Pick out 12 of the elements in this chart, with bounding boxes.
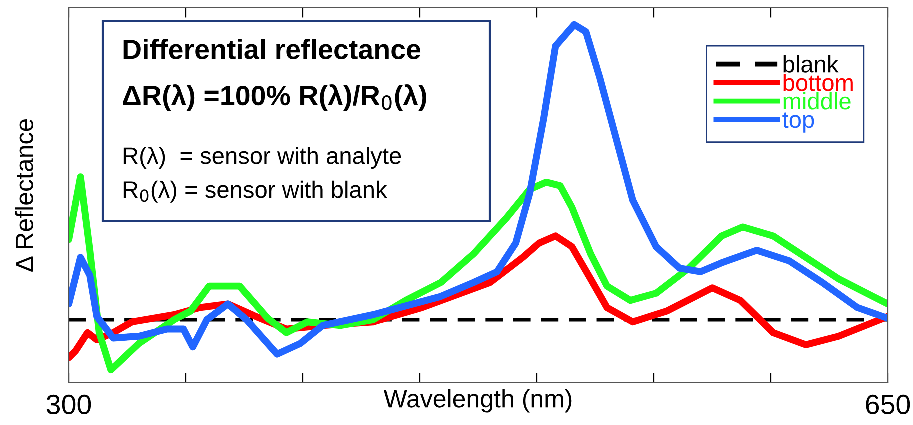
- annotation: ΔR(λ) =100% R(λ)/R$_{0}$(λ): [123, 84, 426, 112]
- x-tick-label: 650: [866, 394, 910, 415]
- x-axis-title: Wavelength (nm): [384, 389, 572, 413]
- annotation: R(λ) = sensor with analyte: [124, 146, 402, 170]
- x-tick-label: 300: [46, 394, 92, 415]
- annotation: R$_{0}$(λ) = sensor with blank: [124, 180, 388, 203]
- annotation: Differential reflectance: [124, 39, 421, 60]
- legend-label: top: [782, 112, 814, 133]
- legend-label: bottom: [784, 74, 853, 92]
- legend-label: middle: [784, 92, 851, 110]
- legend-label: blank: [784, 56, 839, 73]
- y-axis-title: Δ Reflectance: [15, 119, 34, 272]
